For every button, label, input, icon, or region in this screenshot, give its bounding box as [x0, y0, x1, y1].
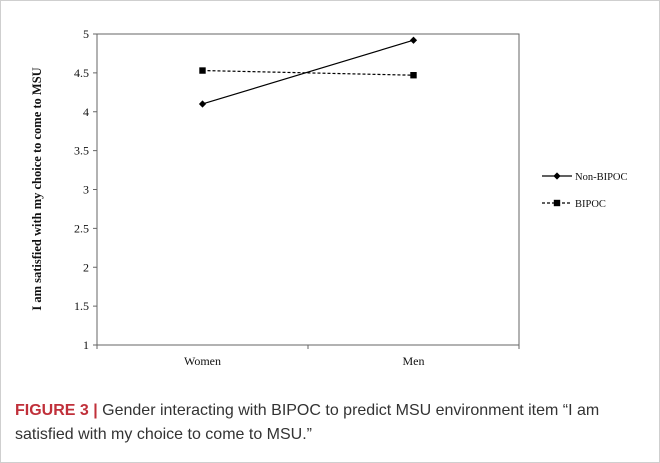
- series-line: [202, 39, 414, 105]
- data-point-marker: [409, 36, 418, 44]
- data-point-marker: [410, 72, 417, 79]
- y-tick-label: 2: [83, 260, 89, 274]
- legend-label: Non-BIPOC: [575, 172, 628, 183]
- series-non-bipoc: [198, 36, 418, 108]
- figure-caption: FIGURE 3 | Gender interacting with BIPOC…: [15, 399, 647, 447]
- y-tick-label: 1: [83, 338, 89, 352]
- plot-area-border: [96, 33, 520, 346]
- legend-marker: [553, 172, 561, 180]
- y-tick-label: 3.5: [74, 144, 89, 158]
- y-tick-label: 4.5: [74, 66, 89, 80]
- x-tick-label: Men: [403, 354, 425, 368]
- line-chart: 1 1.5 2 2.5 3 3.5 4 4.5 5 Women Men I am satisfie…: [30, 27, 628, 368]
- figure-label: FIGURE 3 |: [15, 402, 98, 419]
- y-axis-label: I am satisfied with my choice to come to…: [30, 67, 44, 310]
- y-axis: 1 1.5 2 2.5 3 3.5 4 4.5 5: [74, 27, 97, 352]
- data-point-marker: [199, 67, 206, 74]
- y-tick-label: 2.5: [74, 221, 89, 235]
- data-point-marker: [198, 100, 207, 108]
- legend: Non-BIPOC BIPOC: [542, 172, 628, 210]
- y-tick-label: 4: [83, 105, 89, 119]
- figure-caption-text: Gender interacting with BIPOC to predict…: [15, 402, 600, 443]
- y-tick-label: 1.5: [74, 299, 89, 313]
- y-tick-label: 5: [83, 27, 89, 41]
- legend-marker: [553, 199, 561, 207]
- legend-label: BIPOC: [575, 199, 606, 210]
- plot-frame: [96, 33, 520, 346]
- series-line: [202, 69, 414, 76]
- series-bipoc: [199, 67, 417, 79]
- series-layer: [198, 36, 418, 108]
- x-axis: Women Men: [96, 345, 520, 368]
- x-tick-label: Women: [184, 354, 221, 368]
- y-tick-label: 3: [83, 183, 89, 197]
